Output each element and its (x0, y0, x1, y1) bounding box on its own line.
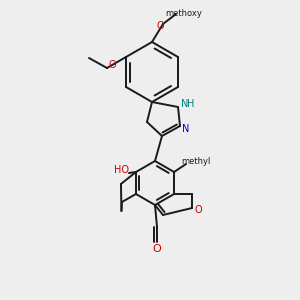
Text: H: H (187, 99, 195, 109)
Text: methyl: methyl (182, 158, 211, 166)
Text: N: N (182, 124, 190, 134)
Text: N: N (181, 99, 189, 109)
Text: HO: HO (114, 165, 129, 175)
Text: O: O (156, 21, 164, 31)
Text: O: O (153, 244, 161, 254)
Text: methoxy: methoxy (166, 10, 203, 19)
Text: O: O (108, 60, 116, 70)
Text: O: O (194, 205, 202, 215)
